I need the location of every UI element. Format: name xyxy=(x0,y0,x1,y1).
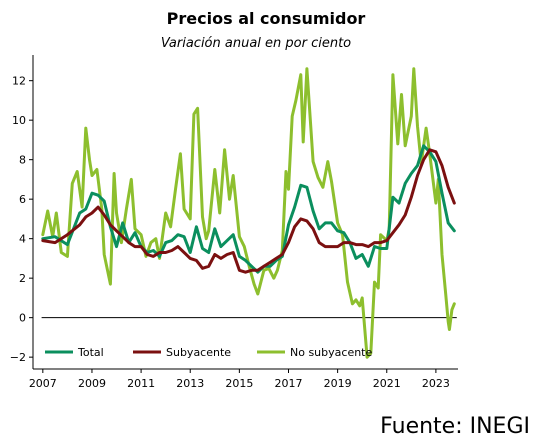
legend: Total Subyacente No subyacente xyxy=(45,346,372,359)
chart-title: Precios al consumidor xyxy=(167,9,366,28)
chart-subtitle: Variación anual en por ciento xyxy=(161,36,351,51)
legend-label-no-subyacente: No subyacente xyxy=(290,346,372,359)
series-line-total xyxy=(41,144,456,274)
series-line-no-subyacente xyxy=(41,67,456,359)
x-tick-label: 2015 xyxy=(225,377,253,390)
x-tick-label: 2013 xyxy=(176,377,204,390)
y-tick-label: 2 xyxy=(19,272,26,285)
x-tick-label: 2019 xyxy=(324,377,352,390)
legend-label-subyacente: Subyacente xyxy=(166,346,231,359)
series-group xyxy=(41,67,456,359)
x-tick-label: 2009 xyxy=(78,377,106,390)
series-line-subyacente xyxy=(41,148,456,274)
y-tick-label: 12 xyxy=(12,75,26,88)
x-tick-label: 2007 xyxy=(29,377,57,390)
source-label: Fuente: INEGI xyxy=(380,414,530,439)
y-tick-label: 8 xyxy=(19,154,26,167)
y-tick-label: 6 xyxy=(19,193,26,206)
y-tick-label: −2 xyxy=(10,351,26,364)
legend-label-total: Total xyxy=(77,346,104,359)
x-tick-label: 2021 xyxy=(373,377,401,390)
x-tick-label: 2023 xyxy=(422,377,450,390)
y-tick-label: 4 xyxy=(19,233,26,246)
y-tick-label: 0 xyxy=(19,312,26,325)
x-tick-label: 2011 xyxy=(127,377,155,390)
y-tick-label: 10 xyxy=(12,114,26,127)
x-tick-label: 2017 xyxy=(274,377,302,390)
